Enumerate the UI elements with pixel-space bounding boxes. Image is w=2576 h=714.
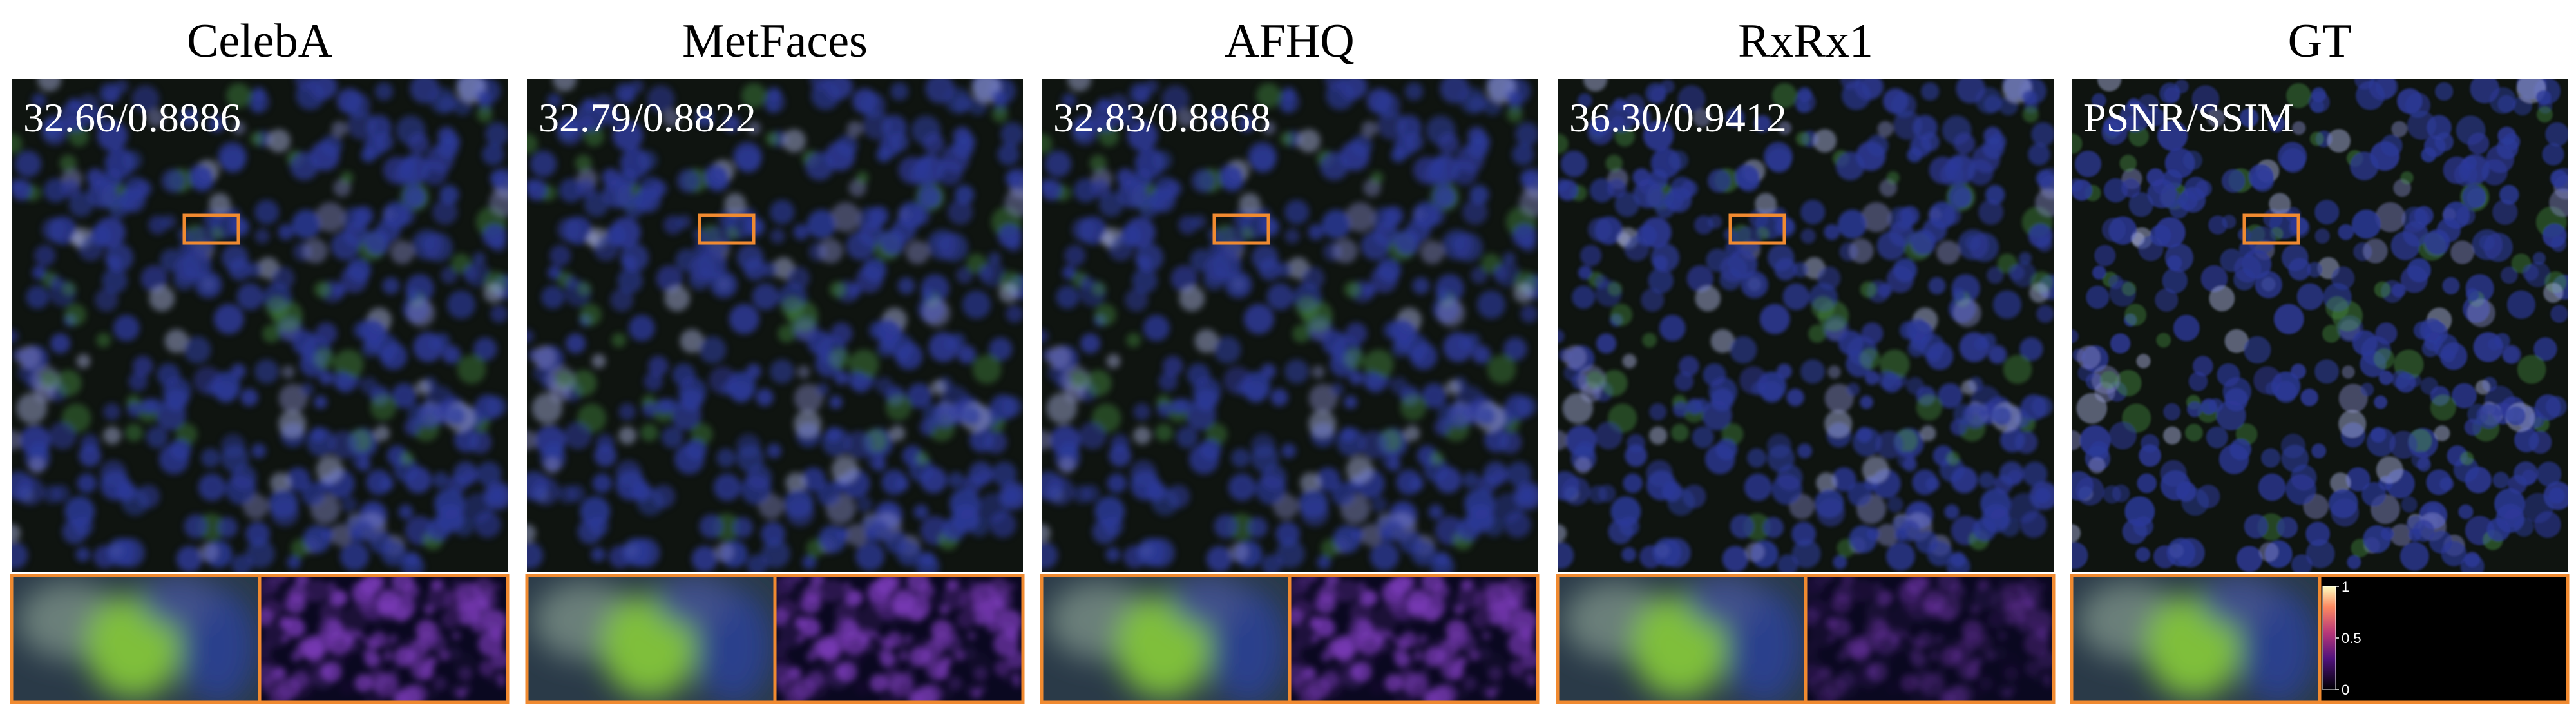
panel-title: AFHQ [1225, 15, 1354, 68]
metric: 32.66/0.8886 [23, 95, 241, 140]
colorbar-gradient [2322, 586, 2336, 690]
zoom-crop [2072, 575, 2320, 702]
crop-frame [1288, 574, 1540, 704]
panel: GT PSNR/SSIM [2070, 15, 2570, 704]
roi-box [2242, 213, 2300, 245]
colorbar-tick-label: 0 [2342, 682, 2349, 698]
microscopy-image [527, 79, 1023, 572]
panel-title: MetFaces [682, 15, 868, 68]
crop-frame [2318, 574, 2570, 704]
roi-box [182, 213, 240, 245]
crop-frame [773, 574, 1025, 704]
crop-frame [1804, 574, 2056, 704]
microscopy-image [1558, 79, 2054, 572]
panel: CelebA 32.66/0.8886 [10, 15, 510, 704]
zoom-crop [1558, 575, 1806, 702]
error-map [1806, 575, 2054, 702]
error-map [775, 575, 1023, 702]
roi-box [698, 213, 756, 245]
colorbar-tick-label: 0.5 [2342, 630, 2361, 646]
roi-box [1212, 213, 1270, 245]
colorbar-tick-label: 1 [2342, 579, 2349, 595]
roi-box [1728, 213, 1786, 245]
zoom-crop [1042, 575, 1290, 702]
metric: 32.83/0.8868 [1053, 95, 1271, 140]
metric: 32.79/0.8822 [539, 95, 756, 140]
panel-title: GT [2288, 15, 2352, 68]
crop-frame [258, 574, 510, 704]
colorbar: 10.50 [2322, 579, 2361, 698]
zoom-crop [527, 575, 775, 702]
panel: AFHQ 32.83/0.8868 [1040, 15, 1540, 704]
microscopy-image [1042, 79, 1538, 572]
metric: PSNR/SSIM [2083, 95, 2294, 140]
microscopy-image [2072, 79, 2568, 572]
error-map [260, 575, 508, 702]
panel: RxRx1 36.30/0.9412 [1556, 15, 2056, 704]
panel-title: RxRx1 [1738, 15, 1873, 68]
microscopy-image [12, 79, 508, 572]
zoom-crop [12, 575, 260, 702]
panel: MetFaces 32.79/0.8822 [525, 15, 1025, 704]
error-map [1290, 575, 1538, 702]
error-map [2320, 575, 2568, 702]
panel-title: CelebA [187, 15, 332, 68]
metric: 36.30/0.9412 [1569, 95, 1787, 140]
